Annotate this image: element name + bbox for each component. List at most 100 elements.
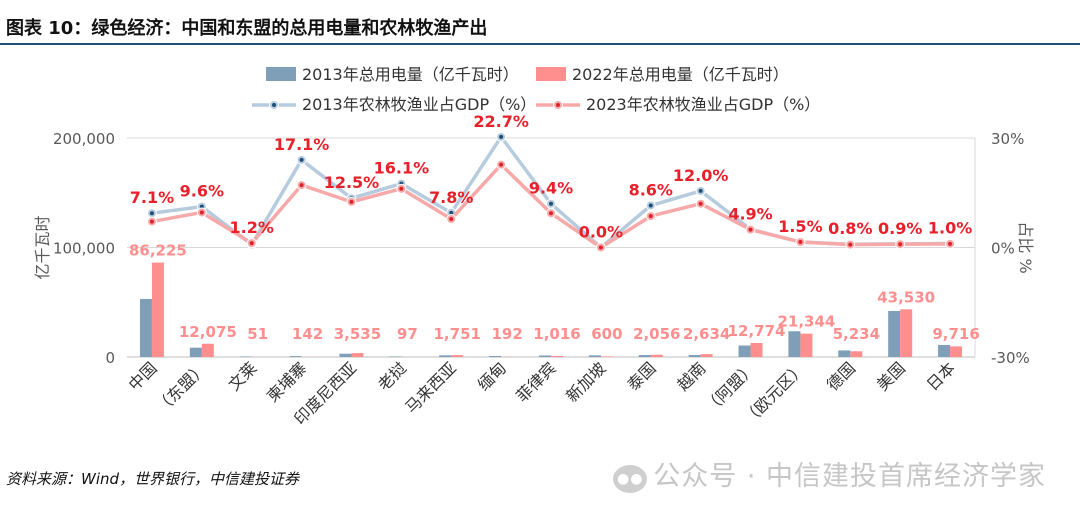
legend-swatch [536, 67, 566, 81]
bar-2022-data-label: 3,535 [334, 325, 381, 343]
bar-2022 [700, 354, 713, 357]
category-label: 新加坡 [562, 358, 609, 405]
category-label: 泰国 [624, 358, 660, 394]
bar-2022 [800, 333, 813, 357]
line-2023-data-label: 7.8% [429, 188, 473, 207]
legend-label: 2013年总用电量（亿千瓦时） [302, 65, 519, 84]
bar-2013 [638, 355, 651, 357]
gridlines [127, 137, 976, 357]
bar-2022-data-label: 192 [491, 325, 522, 343]
line-2023-data-label: 9.6% [180, 182, 224, 201]
bar-2013 [189, 347, 202, 357]
line-2023-marker [399, 186, 404, 191]
bar-2022-data-label: 2,056 [633, 325, 680, 343]
bar-2022 [650, 354, 663, 357]
watermark-text: 公众号 · 中信建投首席经济学家 [653, 461, 1046, 492]
category-label: 越南 [673, 358, 709, 394]
line-2023-marker [798, 240, 803, 245]
bar-2013 [738, 345, 751, 357]
bar-2022-data-label: 12,774 [728, 322, 786, 340]
line-2023-marker [449, 217, 454, 222]
bar-2022-data-label: 9,716 [932, 325, 979, 343]
watermark: ●● 公众号 · 中信建投首席经济学家 [613, 454, 1046, 493]
line-2023-data-label: 17.1% [274, 135, 330, 154]
category-label: 中国 [125, 358, 161, 394]
chart-title: 图表 10：绿色经济：中国和东盟的总用电量和农林牧渔产出 [6, 18, 488, 39]
line-2023-marker [848, 242, 853, 247]
bar-2013 [539, 355, 551, 357]
bar-2013 [788, 331, 801, 357]
legend: 2013年总用电量（亿千瓦时） 2022年总用电量（亿千瓦时） 2013年农林牧渔业… [252, 65, 820, 114]
bar-2013 [688, 355, 701, 357]
y-right-tick-label: 0% [991, 240, 1015, 258]
y-right-tick-label: -30% [991, 349, 1030, 367]
bar-2013 [289, 356, 302, 357]
category-label: 日本 [923, 358, 959, 394]
line-2023-data-label: 0.8% [828, 219, 872, 238]
bar-2022 [551, 355, 563, 357]
title-rule [0, 43, 1080, 45]
line-2023-data-label: 0.0% [579, 223, 623, 242]
legend-label: 2023年农林牧渔业占GDP（%） [586, 95, 820, 114]
bar-2022-data-label: 600 [591, 325, 622, 343]
category-label: 马来西亚 [401, 358, 460, 417]
line-2023-data-label: 1.2% [230, 218, 274, 237]
y-right-tick-label: 30% [991, 130, 1024, 148]
legend-label: 2013年农林牧渔业占GDP（%） [302, 95, 536, 114]
line-2013-marker [299, 157, 304, 162]
bar-2013 [139, 298, 152, 357]
line-2023-data-label: 7.1% [130, 188, 174, 207]
bar-2022 [351, 353, 364, 357]
line-2023-data-label: 8.6% [629, 181, 673, 200]
category-label: 德国 [823, 358, 859, 394]
bar-2022-data-label: 21,344 [777, 313, 835, 331]
bar-2022-data-label: 142 [292, 325, 323, 343]
category-label: 菲律宾 [512, 358, 559, 405]
category-label: 柬埔寨 [263, 358, 310, 405]
line-2023-marker [549, 211, 553, 216]
bar-2022-data-label: 51 [247, 325, 268, 343]
source-note: 资料来源：Wind，世界银行，中信建投证券 [6, 470, 300, 488]
legend-swatch [266, 67, 296, 81]
line-2023-marker [598, 245, 603, 250]
wechat-icon: ●● [613, 465, 648, 493]
bar-2022 [900, 309, 913, 357]
bar-2022 [950, 346, 963, 357]
line-2023-marker [299, 183, 304, 188]
bar-2022 [451, 355, 464, 357]
line-2013-marker [698, 188, 703, 193]
data-labels: 86,225 12,075 51 142 3,535 97 1,751 192 1,016 600… [129, 112, 980, 343]
line-2023-data-label: 1.5% [778, 217, 822, 236]
bar-2013 [389, 356, 402, 357]
line-2023-data-label: 9.4% [529, 179, 573, 198]
bar-2013 [838, 350, 851, 357]
line-2013-marker [149, 211, 154, 216]
line-2023-marker [199, 210, 204, 215]
bar-2022 [750, 343, 763, 357]
line-2023-marker [499, 162, 504, 167]
bar-2022 [850, 351, 863, 357]
line-2013-marker [549, 201, 553, 206]
bar-2022-data-label: 5,234 [833, 325, 880, 343]
line-2023-marker [748, 227, 753, 232]
line-2023-marker [898, 242, 903, 247]
line-2013-marker [499, 134, 504, 139]
bar-2022-data-label: 43,530 [877, 288, 935, 306]
line-2023-data-label: 12.5% [324, 173, 380, 192]
category-label: 缅甸 [474, 358, 510, 394]
bar-2013 [239, 356, 252, 357]
bar-2022-data-label: 97 [397, 325, 418, 343]
bar-2022 [600, 356, 613, 357]
y-right-axis-label: 占比 % [1016, 221, 1035, 273]
lines [146, 131, 956, 253]
bar-2022-data-label: 2,634 [683, 325, 730, 343]
bar-2013 [439, 355, 452, 357]
category-label: （东盟） [152, 358, 211, 417]
line-2023-data-label: 0.9% [878, 219, 922, 238]
line-2023-data-label: 4.9% [728, 204, 772, 223]
line-2023-marker [249, 241, 254, 246]
bar-2022-data-label: 12,075 [179, 323, 237, 341]
bar-2022 [201, 343, 214, 357]
y-left-tick-label: 0 [105, 349, 115, 367]
